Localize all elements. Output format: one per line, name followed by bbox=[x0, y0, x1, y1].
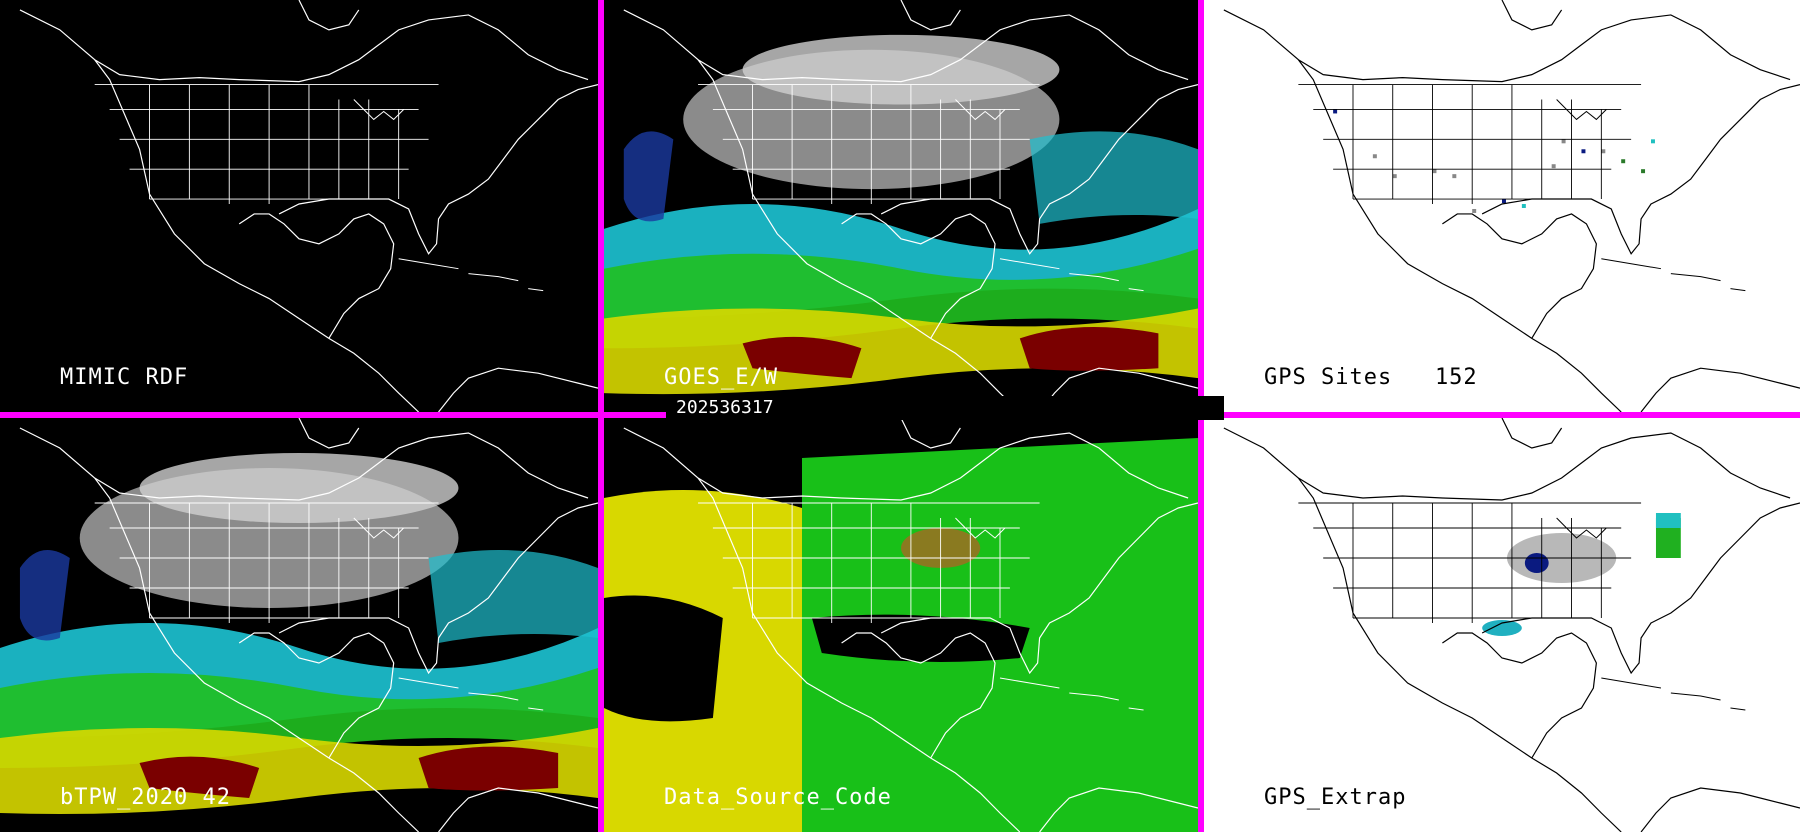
source-gap-1 bbox=[604, 595, 723, 722]
great-lakes bbox=[955, 99, 1006, 121]
caribbean-islands bbox=[1601, 677, 1746, 711]
coastline bbox=[1223, 0, 1800, 412]
pacific-moisture bbox=[623, 131, 674, 222]
caribbean-islands bbox=[398, 677, 544, 711]
source-gap-2 bbox=[811, 614, 1030, 662]
gps-site-marker bbox=[1521, 204, 1526, 208]
dry-region-north bbox=[139, 453, 459, 523]
moisture-band-yellow bbox=[0, 728, 598, 814]
coastline bbox=[19, 418, 598, 832]
gps-site-marker bbox=[1561, 139, 1566, 144]
panel-label-data-source-code: Data_Source_Code bbox=[664, 785, 892, 810]
great-lakes bbox=[1556, 99, 1607, 121]
map-gps-extrap bbox=[1223, 418, 1800, 832]
state-borders bbox=[94, 84, 439, 205]
state-borders bbox=[1298, 84, 1642, 205]
caribbean-islands bbox=[398, 258, 544, 292]
coastline bbox=[1223, 418, 1800, 832]
state-borders bbox=[1298, 502, 1642, 623]
map-gps-sites bbox=[1223, 0, 1800, 412]
state-borders bbox=[698, 502, 1040, 623]
panel-mimic-rdf: MIMIC RDF bbox=[0, 0, 598, 412]
panel-label-btpw: bTPW_2020 42 bbox=[60, 785, 231, 810]
caribbean-islands bbox=[1601, 258, 1746, 292]
map-mimic-rdf bbox=[19, 0, 598, 412]
atlantic-moisture bbox=[428, 550, 598, 643]
panel-label-goes-ew: GOES_E/W bbox=[664, 365, 778, 390]
dry-region-north bbox=[742, 34, 1060, 105]
moisture-band-red-2 bbox=[418, 746, 559, 791]
great-lakes bbox=[955, 517, 1006, 539]
panel-label-gps-sites: GPS Sites 152 bbox=[1264, 365, 1478, 390]
panel-label-mimic-rdf: MIMIC RDF bbox=[60, 365, 189, 390]
caribbean-islands bbox=[999, 677, 1144, 711]
gps-site-marker bbox=[1372, 154, 1377, 159]
panel-label-gps-extrap: GPS_Extrap bbox=[1264, 785, 1407, 810]
timestamp-bar: 202536317 bbox=[666, 396, 1224, 420]
moisture-band-red-2 bbox=[1019, 326, 1159, 371]
map-btpw bbox=[0, 418, 598, 832]
pacific-moisture bbox=[19, 550, 70, 641]
panel-btpw: bTPW_2020 42 bbox=[0, 418, 598, 832]
coastline bbox=[623, 0, 1198, 412]
coastline bbox=[19, 0, 598, 412]
moisture-band-yellow bbox=[604, 308, 1198, 395]
gps-site-marker bbox=[1392, 174, 1397, 179]
great-lakes bbox=[353, 99, 405, 121]
extrap-lake bbox=[1524, 553, 1549, 573]
gps-site-marker bbox=[1452, 174, 1457, 179]
atlantic-moisture bbox=[1029, 131, 1198, 224]
gps-site-marker bbox=[1651, 139, 1655, 144]
coastline bbox=[623, 418, 1198, 832]
gps-site-marker bbox=[1333, 109, 1338, 114]
map-data-source-code bbox=[604, 418, 1198, 832]
gps-site-marker bbox=[1502, 199, 1506, 204]
state-borders bbox=[698, 84, 1040, 205]
moisture-band-red-1 bbox=[139, 756, 260, 798]
great-lakes bbox=[353, 517, 405, 539]
panel-gps-sites: GPS Sites 152 bbox=[1204, 0, 1800, 412]
panel-gps-extrap: GPS_Extrap bbox=[1204, 418, 1800, 832]
extrap-gulf bbox=[1482, 620, 1522, 636]
panel-goes-ew: GOES_E/W bbox=[604, 0, 1198, 412]
gps-site-marker bbox=[1601, 149, 1606, 154]
caribbean-islands bbox=[999, 258, 1144, 292]
moisture-band-red-1 bbox=[742, 336, 862, 379]
gps-site-marker bbox=[1551, 164, 1556, 169]
great-lakes bbox=[1556, 517, 1607, 539]
extrap-northeast-cyan bbox=[1655, 513, 1681, 528]
panel-data-source-code: Data_Source_Code bbox=[604, 418, 1198, 832]
state-borders bbox=[94, 502, 439, 623]
gps-site-marker bbox=[1472, 208, 1477, 213]
gps-site-marker bbox=[1432, 169, 1437, 174]
map-goes-ew bbox=[604, 0, 1198, 412]
gps-site-marker bbox=[1581, 149, 1586, 154]
gps-site-marker bbox=[1621, 159, 1626, 164]
gps-site-marker bbox=[1641, 169, 1646, 174]
